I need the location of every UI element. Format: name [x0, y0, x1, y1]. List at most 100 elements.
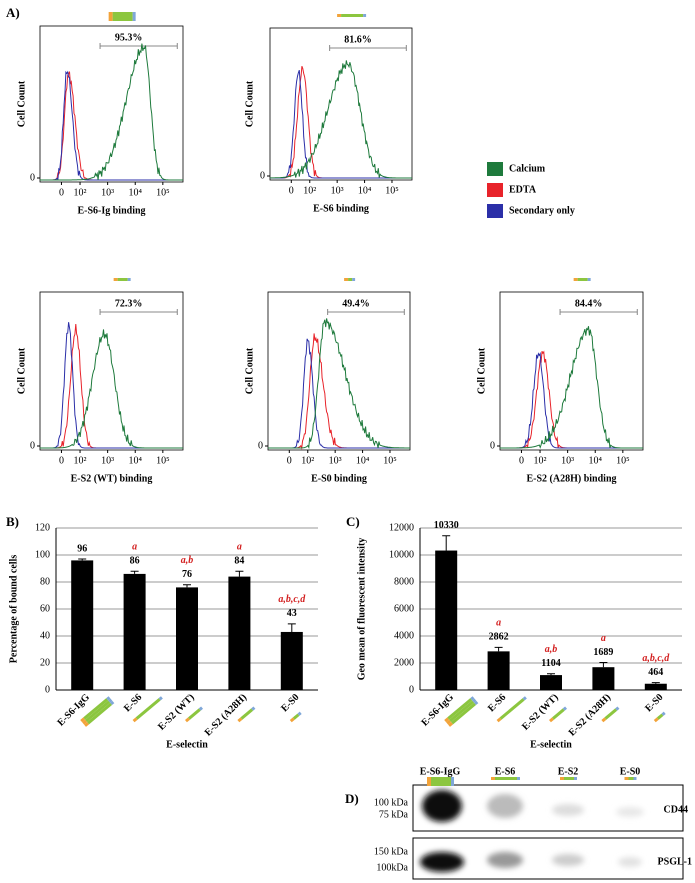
x-tick-label: 10²	[74, 455, 87, 466]
icon-part	[451, 780, 454, 783]
x-tick-label: 10⁵	[616, 455, 630, 466]
icon-part	[628, 777, 634, 780]
gate-label: 95.3%	[115, 32, 143, 43]
icon-part	[604, 708, 618, 720]
icon-part	[132, 717, 138, 723]
icon-part	[341, 14, 364, 17]
y-tick-label: 100	[35, 549, 50, 560]
y-tick-label: 4000	[394, 630, 414, 641]
y-axis-label: Cell Count	[16, 80, 27, 127]
construct-icon	[113, 278, 131, 281]
icon-part	[108, 12, 113, 15]
marker-label: 75 kDa	[379, 809, 409, 820]
gate	[99, 309, 178, 315]
x-axis-label: E-selectin	[166, 739, 208, 750]
icon-part	[85, 700, 111, 723]
y-axis-label: Cell Count	[244, 347, 255, 394]
icon-part	[344, 278, 349, 281]
panel-label: C)	[346, 514, 360, 529]
x-tick-label: E-S0	[643, 692, 665, 714]
bar	[540, 675, 562, 690]
y-axis-label: Cell Count	[16, 347, 27, 394]
icon-part	[106, 696, 111, 701]
bar	[435, 550, 458, 690]
construct-icon	[132, 696, 163, 723]
construct-icon	[237, 706, 256, 723]
icon-part	[653, 717, 659, 723]
histogram-curve	[500, 351, 643, 449]
legend-label: Secondary only	[509, 205, 575, 216]
y-tick-label: 0	[30, 440, 35, 451]
significance-label: a,b	[545, 644, 558, 655]
value-label: 1104	[541, 658, 560, 669]
gate-label: 49.4%	[342, 298, 370, 309]
icon-part	[289, 717, 295, 723]
plot-frame	[267, 291, 411, 451]
construct-icon	[624, 777, 637, 780]
histogram-curve	[500, 350, 643, 449]
x-tick-label: E-S6	[122, 692, 144, 714]
construct-icon	[444, 696, 479, 727]
gate	[99, 43, 178, 49]
x-tick-label: 10²	[74, 187, 87, 198]
y-tick-label: 8000	[394, 576, 414, 587]
icon-part	[427, 783, 431, 786]
icon-part	[198, 706, 204, 711]
x-tick-label: 0	[59, 187, 64, 198]
icon-part	[656, 713, 664, 720]
x-axis-label: E-S6 binding	[313, 203, 369, 214]
construct-icon	[496, 696, 527, 723]
significance-label: a,b	[181, 555, 194, 566]
icon-part	[562, 706, 568, 711]
icon-part	[577, 278, 588, 281]
icon-part	[112, 18, 133, 21]
icon-part	[472, 698, 477, 703]
icon-part	[633, 777, 637, 780]
icon-part	[451, 702, 477, 725]
icon-part	[112, 15, 133, 18]
gate-label: 72.3%	[115, 298, 143, 309]
x-tick-label: 0	[519, 455, 524, 466]
histogram-curve	[40, 70, 183, 181]
legend-swatch	[487, 183, 503, 197]
bar	[280, 631, 303, 690]
icon-part	[495, 777, 517, 780]
marker-label: 100kDa	[376, 862, 408, 873]
gate-label: 81.6%	[344, 34, 372, 45]
construct-icon	[549, 706, 568, 723]
x-tick-label: E-S2 (A28H)	[567, 692, 613, 738]
y-tick-label: 12000	[389, 522, 414, 533]
icon-part	[82, 719, 88, 725]
icon-part	[292, 713, 300, 720]
bar	[644, 683, 667, 690]
icon-part	[549, 717, 554, 723]
icon-part	[431, 783, 451, 786]
icon-part	[601, 717, 607, 723]
construct-icon	[560, 777, 577, 780]
icon-part	[185, 717, 190, 723]
icon-part	[615, 706, 620, 711]
x-axis-label: E-S2 (WT) binding	[71, 473, 153, 484]
histogram-curve	[40, 43, 183, 181]
icon-part	[522, 696, 527, 701]
y-tick-label: 40	[40, 630, 50, 641]
legend-swatch	[487, 204, 503, 218]
construct-icon	[573, 278, 591, 281]
icon-part	[80, 717, 86, 723]
icon-part	[132, 18, 136, 21]
icon-part	[113, 278, 118, 281]
icon-part	[84, 722, 90, 727]
icon-part	[496, 717, 502, 723]
error-bar	[183, 584, 191, 588]
construct-icon	[491, 777, 520, 780]
icon-part	[112, 12, 133, 15]
icon-part	[431, 777, 451, 780]
bar	[71, 560, 94, 690]
x-tick-label: 10⁵	[156, 187, 170, 198]
x-tick-label: 10³	[561, 455, 574, 466]
value-label: 76	[182, 569, 192, 580]
icon-part	[337, 14, 342, 17]
x-tick-label: 10⁵	[156, 455, 170, 466]
x-tick-label: 10⁵	[383, 455, 397, 466]
